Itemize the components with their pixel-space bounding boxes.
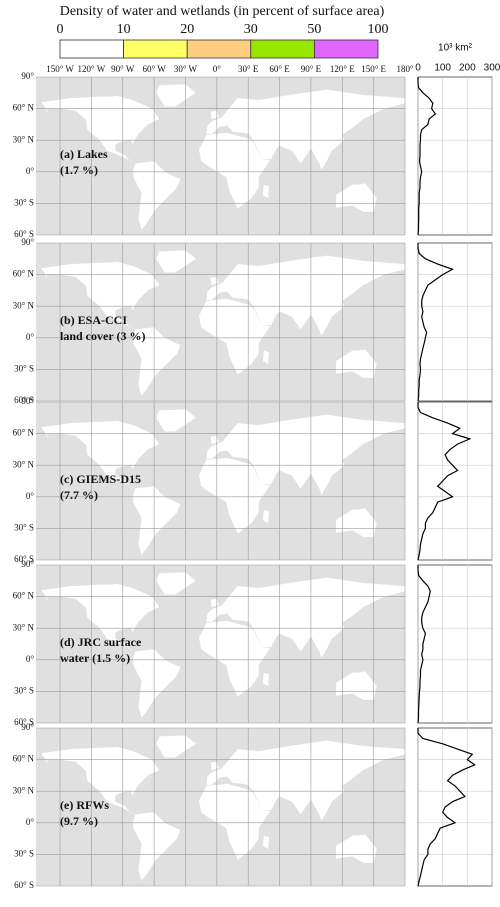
lat-tick-label: 0°: [26, 817, 35, 827]
lat-tick-label: 30° S: [14, 685, 34, 695]
colorbar-segment: [186, 39, 252, 59]
lon-tick-label: 90° W: [111, 64, 135, 74]
map-panel: 90° 60° N 30° N 0° 30° S 60° S (a) Lakes (1.7 %…: [13, 71, 493, 239]
panel-label: (1.7 %): [60, 163, 98, 177]
colorbar-segment: [59, 39, 124, 59]
map-panel: 90° 60° N 30° N 0° 30° S 60° S (d) JRC surface…: [13, 559, 493, 727]
panel-label: (7.7 %): [60, 488, 98, 502]
profile-tick-label: 300: [484, 63, 500, 74]
lat-tick-label: 0°: [26, 491, 35, 501]
lat-tick-label: 60° S: [14, 717, 34, 727]
lon-tick-label: 150° W: [46, 64, 74, 74]
lat-tick-label: 30° N: [13, 459, 35, 469]
lat-tick-label: 60° N: [13, 103, 35, 113]
lon-tick-label: 60° W: [143, 64, 167, 74]
lat-tick-label: 30° S: [14, 197, 34, 207]
profile-axis-label: 10³ km²: [438, 43, 473, 54]
maps: 90° 60° N 30° N 0° 30° S 60° S (a) Lakes (1.7 %…: [13, 71, 493, 890]
lat-tick-label: 60° N: [13, 269, 35, 279]
colorbar-segment: [313, 39, 379, 59]
lat-tick-label: 60° N: [13, 428, 35, 438]
profile-tick-label: 100: [434, 63, 451, 74]
lat-tick-label: 0°: [26, 332, 35, 342]
map-panel: 90° 60° N 30° N 0° 30° S 60° S (e) RFWs (9.7 %): [13, 722, 493, 890]
colorbar-tick-label: 0: [57, 22, 64, 37]
map-panel: 90° 60° N 30° N 0° 30° S 60° S (c) GIEMS-D15 (7…: [13, 396, 493, 564]
colorbar-tick-label: 30: [244, 22, 258, 37]
lat-tick-label: 90°: [21, 722, 34, 732]
lat-tick-label: 30° N: [13, 785, 35, 795]
lat-tick-label: 90°: [21, 396, 34, 406]
colorbar-segment: [250, 39, 315, 59]
colorbar-tick-label: 20: [180, 22, 194, 37]
lon-tick-label: 0°: [213, 64, 222, 74]
colorbar-title: Density of water and wetlands (in percen…: [60, 4, 385, 19]
lon-tick-label: 30° E: [238, 64, 259, 74]
profile-line: [417, 402, 472, 561]
lat-tick-label: 60° N: [13, 754, 35, 764]
lat-tick-label: 0°: [26, 654, 35, 664]
colorbar-tick-label: 50: [307, 22, 321, 37]
lon-tick-label: 30° W: [174, 64, 198, 74]
lat-tick-label: 60° S: [14, 554, 34, 564]
lat-tick-label: 60° S: [14, 395, 34, 405]
profile-line: [417, 243, 454, 402]
lat-tick-label: 30° N: [13, 134, 35, 144]
lat-tick-label: 90°: [21, 71, 34, 81]
lat-tick-label: 30° S: [14, 848, 34, 858]
profile-frame: [417, 76, 493, 236]
colorbar-tick-label: 100: [368, 22, 389, 37]
lat-tick-label: 60° S: [14, 880, 34, 890]
lat-tick-label: 30° N: [13, 300, 35, 310]
lon-tick-label: 150° E: [361, 64, 386, 74]
colorbar-segment: [123, 39, 188, 59]
map-panel: 90° 60° N 30° N 0° 30° S 60° S (b) ESA-CCI land…: [13, 237, 493, 405]
profile-line: [417, 728, 476, 887]
panel-label: (a) Lakes: [60, 147, 108, 161]
panel-label: (c) GIEMS-D15: [60, 472, 141, 486]
lon-tick-label: 120° E: [330, 64, 355, 74]
lat-tick-label: 0°: [26, 166, 35, 176]
profile-line: [417, 565, 431, 724]
profile-line: [417, 77, 437, 236]
panel-label: water (1.5 %): [60, 651, 130, 665]
panel-label: (d) JRC surface: [60, 635, 142, 649]
lat-tick-label: 60° S: [14, 229, 34, 239]
lat-tick-label: 90°: [21, 237, 34, 247]
profile-frame: [417, 242, 493, 402]
lat-tick-label: 30° S: [14, 522, 34, 532]
colorbar-tick-label: 10: [117, 22, 131, 37]
lat-tick-label: 30° N: [13, 622, 35, 632]
lon-tick-label: 60° E: [269, 64, 290, 74]
lon-tick-label: 120° W: [78, 64, 106, 74]
lat-tick-label: 90°: [21, 559, 34, 569]
profile-tick-label: 0: [415, 63, 421, 74]
lon-tick-label: 90° E: [301, 64, 322, 74]
lon-tick-label: 180°: [396, 64, 414, 74]
lat-tick-label: 30° S: [14, 363, 34, 373]
panel-label: (9.7 %): [60, 814, 98, 828]
panel-label: (b) ESA-CCI: [60, 313, 127, 327]
profile-frame: [417, 727, 493, 887]
profile-tick-label: 200: [459, 63, 476, 74]
panel-label: land cover (3 %): [60, 329, 145, 343]
lat-tick-label: 60° N: [13, 591, 35, 601]
panel-label: (e) RFWs: [60, 798, 109, 812]
